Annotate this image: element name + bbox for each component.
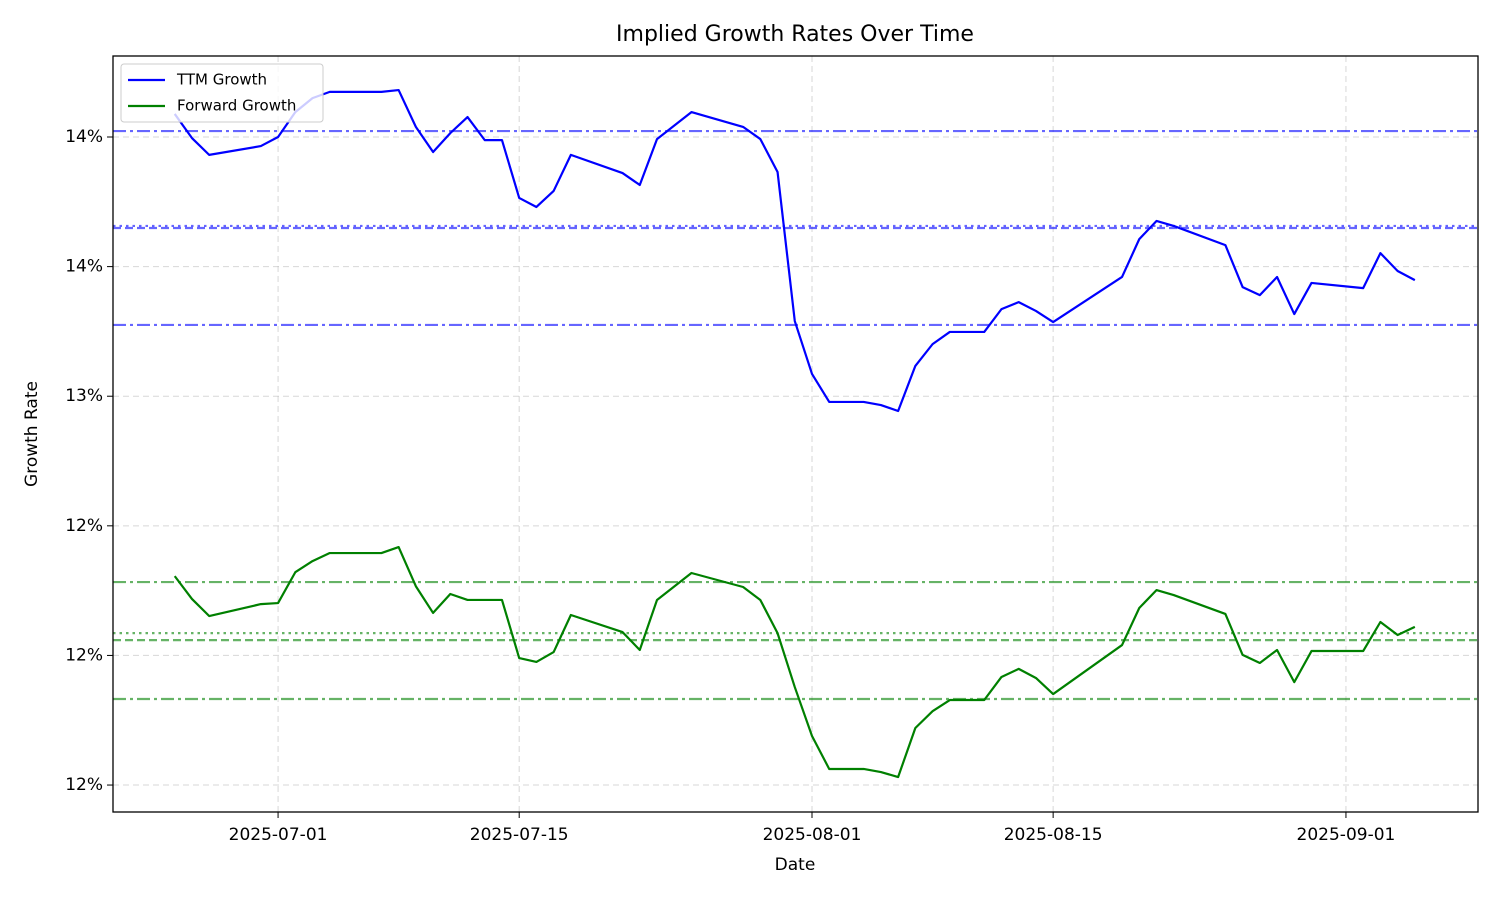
legend: TTM Growth Forward Growth <box>120 63 324 123</box>
y-axis-label: Growth Rate <box>22 381 42 487</box>
y-tick-label: 14% <box>65 127 103 147</box>
x-tick-label: 2025-09-01 <box>1297 825 1396 845</box>
x-tick-label: 2025-08-01 <box>763 825 862 845</box>
y-tick-label: 12% <box>65 516 103 536</box>
x-axis-label: Date <box>775 855 816 875</box>
y-tick-label: 12% <box>65 645 103 665</box>
chart-title: Implied Growth Rates Over Time <box>616 22 974 47</box>
data-line <box>173 545 1416 779</box>
y-tick-label: 14% <box>65 257 103 277</box>
plot-frame <box>112 55 1479 813</box>
legend-label: TTM Growth <box>176 71 267 89</box>
data-line <box>173 88 1416 413</box>
legend-box <box>120 63 324 123</box>
x-tick-label: 2025-07-15 <box>470 825 569 845</box>
y-tick-label: 13% <box>65 386 103 406</box>
x-tick-label: 2025-07-01 <box>229 825 328 845</box>
x-tick-label: 2025-08-15 <box>1004 825 1103 845</box>
y-tick-label: 12% <box>65 775 103 795</box>
legend-label: Forward Growth <box>177 97 296 115</box>
